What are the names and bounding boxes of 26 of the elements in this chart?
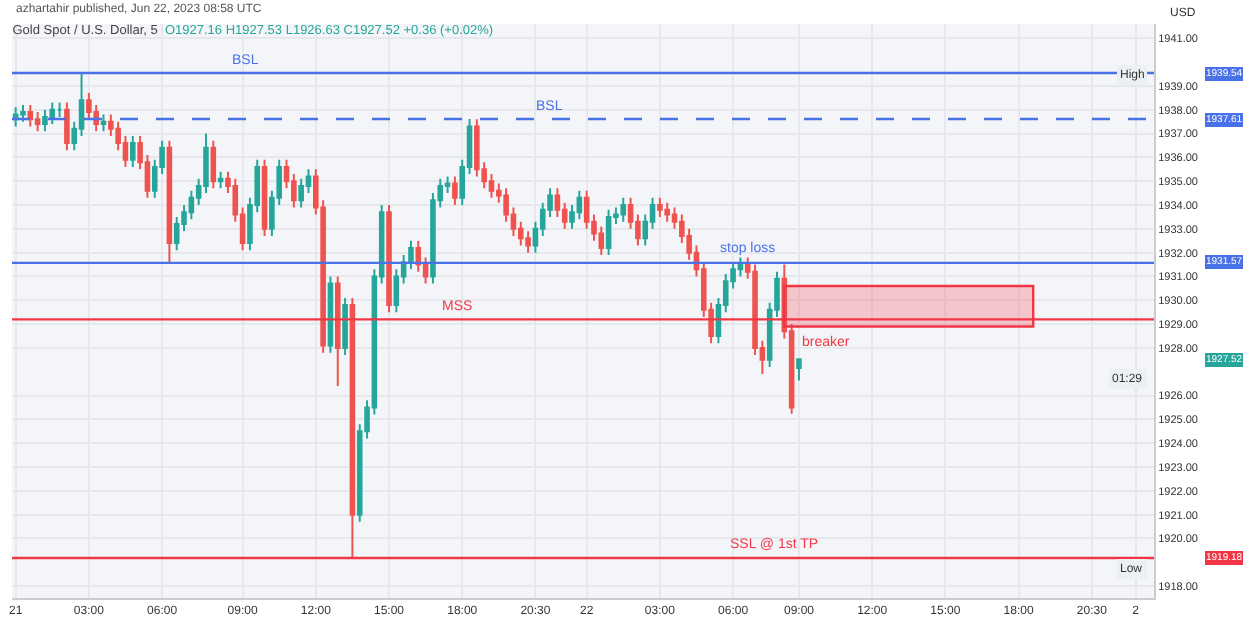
candlestick: [27, 103, 34, 128]
candlestick: [452, 175, 458, 207]
candlestick: [42, 108, 48, 133]
candlestick: [657, 196, 663, 218]
candlestick: [64, 101, 70, 152]
candlestick: [349, 296, 356, 559]
candlestick: [386, 204, 392, 314]
candlestick: [334, 275, 341, 388]
candlestick: [217, 170, 224, 190]
candlestick: [342, 296, 348, 357]
candlestick: [166, 139, 173, 264]
candlestick: [34, 111, 41, 133]
candlestick: [576, 189, 583, 221]
candlestick: [130, 134, 136, 168]
candlestick: [49, 101, 56, 126]
candlestick: [210, 139, 217, 190]
candlestick: [525, 230, 531, 254]
candlestick: [664, 201, 670, 223]
candlestick: [261, 158, 268, 237]
candlestick: [796, 358, 802, 382]
candlestick: [56, 101, 63, 118]
candlestick: [298, 177, 304, 209]
candlestick: [100, 113, 107, 133]
candlestick: [605, 208, 612, 257]
candlestick: [620, 196, 627, 223]
candlestick: [20, 103, 26, 123]
